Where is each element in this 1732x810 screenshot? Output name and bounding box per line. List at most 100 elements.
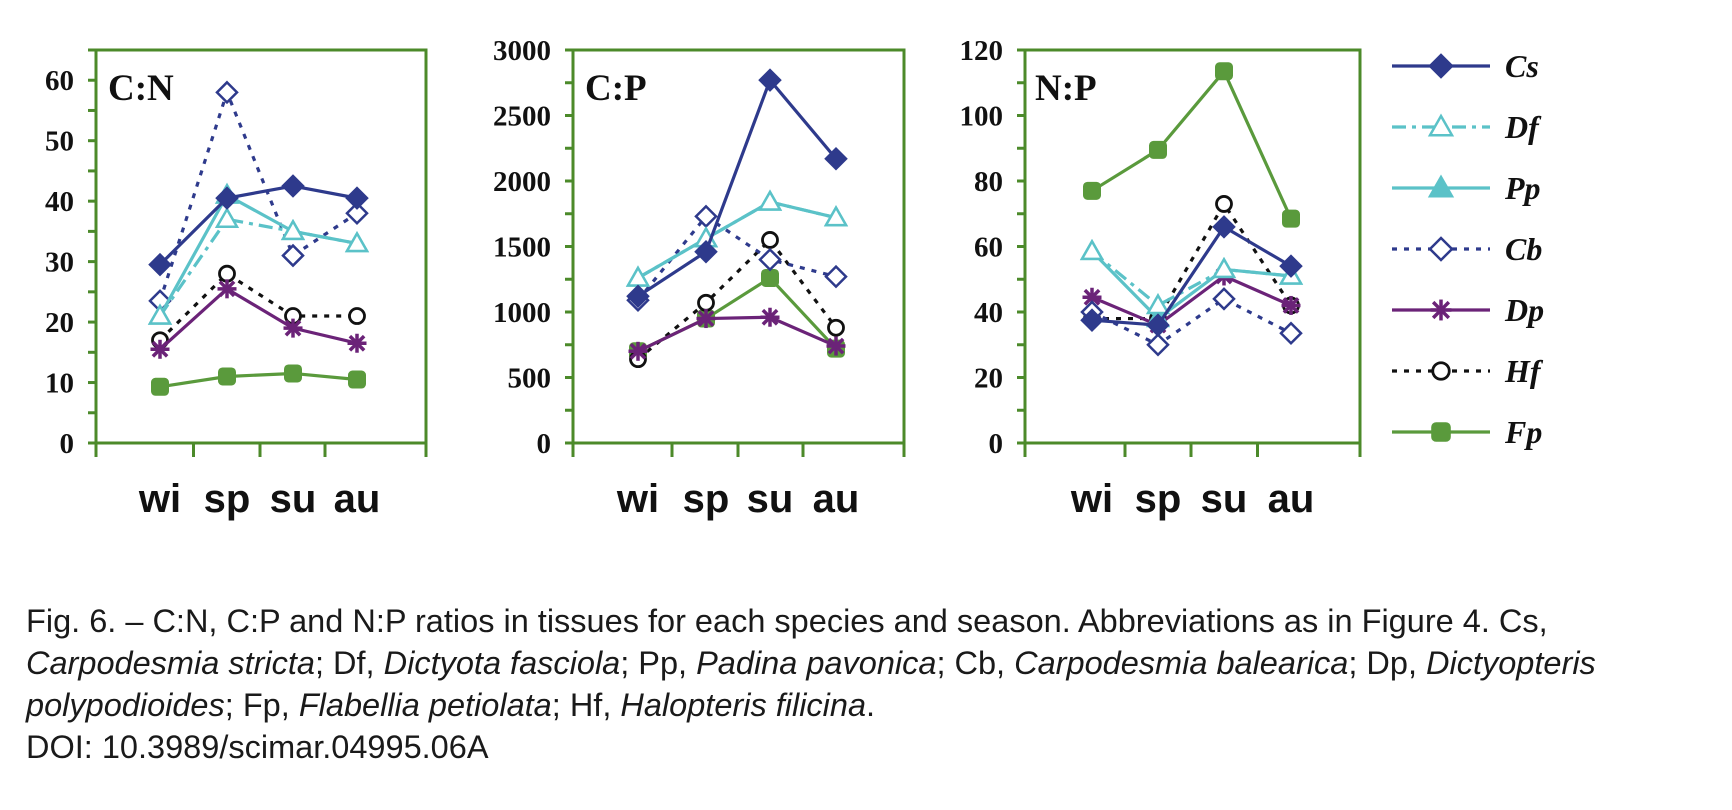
x-tick-label: su [270, 477, 317, 521]
data-point-dp-au [1281, 295, 1301, 315]
x-tick-label: au [334, 477, 381, 521]
caption-segment: ; Fp, [224, 687, 299, 723]
series-line-cs [1091, 225, 1292, 327]
caption-segment: ; Hf, [551, 687, 621, 723]
legend-label: Fp [1504, 414, 1542, 450]
caption-species-name: Flabellia petiolata [298, 687, 552, 723]
data-point-hf-sp [218, 264, 236, 283]
y-tick-label: 80 [974, 166, 1003, 198]
legend-entry-cb: Cb [1392, 231, 1542, 267]
data-point-df-wi [625, 265, 651, 287]
series-fp [1083, 62, 1300, 228]
data-point-dp-au [347, 333, 367, 353]
legend-entry-hf: Hf [1392, 353, 1544, 389]
legend-marker [1428, 53, 1454, 79]
caption-segment: Fig. 6. – C:N, C:P and N:P ratios in tis… [26, 603, 1548, 639]
data-point-cb-au [824, 264, 848, 289]
legend-marker [1430, 299, 1452, 321]
series-line-cb [1091, 297, 1292, 347]
series-line-pp [1090, 250, 1292, 321]
series-cs [1080, 215, 1303, 337]
data-point-dp-sp [696, 309, 716, 329]
legend-marker [1427, 174, 1455, 198]
x-tick-label: su [1201, 477, 1248, 521]
data-point-cb-sp [1146, 332, 1170, 357]
series-line-fp [1091, 69, 1293, 220]
data-point-fp-wi [151, 377, 169, 396]
data-point-hf-au [827, 318, 845, 337]
x-tick-label: wi [138, 477, 181, 521]
legend-label: Hf [1504, 353, 1544, 389]
x-tick-label: wi [1070, 477, 1113, 521]
data-point-cb-su [1212, 287, 1236, 311]
data-point-cs-au [824, 146, 848, 171]
data-point-cs-sp [1146, 313, 1170, 337]
x-tick-label: au [813, 477, 860, 521]
data-point-df-au [344, 230, 370, 253]
legend: Cs Df Pp Cb Dp Hf Fp [1392, 48, 1544, 450]
data-point-df-au [823, 205, 849, 227]
data-point-cs-su [758, 68, 782, 92]
y-tick-label: 0 [60, 428, 75, 460]
series-line-hf [1092, 202, 1293, 321]
series-line-fp [637, 276, 838, 353]
caption-species-name: Halopteris filicina [620, 687, 867, 723]
series-cs [148, 174, 369, 277]
y-tick-label: 20 [45, 307, 74, 339]
legend-label: Cb [1505, 231, 1542, 267]
series-line-dp [637, 315, 837, 353]
series-line-hf [636, 238, 838, 361]
caption-segment: ; Dp, [1348, 645, 1427, 681]
data-point-cs-au [1279, 254, 1303, 278]
panel-c-n: 0 10 20 30 40 50 60 wi sp su au C:N [45, 48, 428, 521]
data-point-dp-su [283, 318, 303, 338]
caption-species-name: Carpodesmia balearica [1014, 645, 1349, 681]
series-line-pp [158, 193, 358, 317]
data-point-cs-sp [694, 239, 718, 264]
panel-n-p: 0 20 40 60 80 100 120 wi sp su au N:P [960, 35, 1362, 521]
data-point-df-sp [214, 206, 240, 229]
legend-label: Pp [1504, 170, 1541, 206]
x-tick-label: sp [1135, 477, 1182, 521]
data-point-df-su [280, 218, 306, 241]
data-point-fp-su [761, 268, 779, 287]
series-line-dp [158, 287, 358, 351]
y-tick-label: 500 [508, 363, 552, 395]
y-tick-label: 0 [537, 428, 552, 460]
data-point-cs-wi [148, 252, 172, 277]
data-point-cs-wi [626, 284, 650, 309]
figure-caption: Fig. 6. – C:N, C:P and N:P ratios in tis… [26, 600, 1716, 768]
y-tick-label: 60 [45, 65, 74, 97]
series-line-pp [637, 200, 837, 280]
data-point-cb-sp [215, 80, 239, 105]
series-line-fp [159, 371, 358, 389]
legend-marker [1431, 361, 1451, 381]
data-point-cs-su [1212, 215, 1236, 239]
data-point-hf-sp [697, 293, 715, 312]
x-tick-label: su [747, 477, 794, 521]
data-point-fp-sp [1149, 140, 1167, 159]
data-point-cb-su [281, 243, 305, 268]
y-tick-label: 120 [960, 35, 1004, 67]
data-point-df-sp [1145, 292, 1171, 315]
data-point-fp-su [1215, 62, 1233, 81]
caption-segment: . [866, 687, 876, 723]
data-point-hf-au [348, 307, 366, 325]
data-point-cs-su [281, 174, 305, 198]
data-point-cs-wi [1080, 308, 1104, 332]
caption-species-name: Carpodesmia stricta [26, 645, 315, 681]
data-point-cb-au [345, 201, 369, 226]
y-tick-label: 0 [989, 428, 1004, 460]
series-line-cs [637, 78, 838, 298]
caption-segment: ; Pp, [620, 645, 697, 681]
caption-species-name: Dictyota fasciola [383, 645, 621, 681]
caption-segment: ; Cb, [936, 645, 1015, 681]
data-point-fp-au [1282, 209, 1300, 228]
y-tick-label: 100 [960, 101, 1004, 133]
panel-title: N:P [1035, 68, 1097, 109]
panel-title: C:N [108, 68, 174, 109]
caption-segment: ; Df, [315, 645, 384, 681]
legend-label: Dp [1504, 292, 1544, 328]
